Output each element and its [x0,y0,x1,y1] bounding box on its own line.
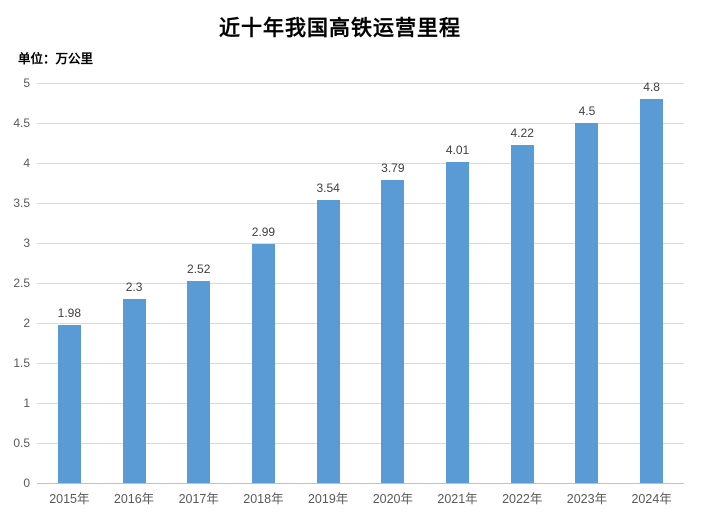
bar-slot: 2.52 [166,83,231,483]
y-axis-label: 0 [23,476,30,490]
bar-2015年 [57,325,81,483]
y-axis-label: 3 [23,236,30,250]
bar-2024年 [640,99,664,483]
gridline [37,403,684,404]
bar-value-label: 3.54 [316,181,340,195]
bar-2020年 [381,180,405,483]
bar-slot: 4.5 [555,83,620,483]
gridline [37,163,684,164]
bar-slot: 2.3 [102,83,167,483]
x-axis-line [37,483,684,484]
x-axis-label: 2022年 [502,492,543,506]
unit-label: 单位：万公里 [18,52,94,66]
bar-2023年 [575,123,599,483]
y-axis-label: 4.5 [13,116,30,130]
bar-2021年 [446,162,470,483]
gridline [37,203,684,204]
gridline [37,83,684,84]
bar-slot: 4.8 [619,80,684,483]
bar-value-label: 4.5 [578,104,596,118]
y-axis-label: 2.5 [13,276,30,290]
x-axis-label: 2018年 [243,492,284,506]
gridline [37,363,684,364]
bar-value-label: 2.52 [187,262,211,276]
bar-value-label: 2.99 [251,225,276,239]
x-axis-label: 2021年 [437,492,478,506]
y-axis-label: 1 [23,396,30,410]
bar-slot: 3.79 [361,83,426,483]
bar-slot: 1.98 [37,83,102,483]
bar-value-label: 4.8 [643,80,660,94]
bar-value-label: 2.3 [125,280,143,294]
x-axis-label: 2019年 [307,492,349,506]
bar-2018年 [251,244,275,483]
bar-value-label: 4.01 [445,143,470,157]
bar-value-label: 1.98 [57,306,82,320]
plot-area: 2015年 1.98 2016年 2.3 2017年 2.52 2018年 2.99 2019年… [37,80,684,506]
y-axis: 5 4.5 4 3.5 3 2.5 2 1.5 1 0.5 0 [0,0,30,520]
bar-value-label: 4.22 [510,126,534,140]
bar-slot: 4.01 [425,83,490,483]
gridline [37,283,684,284]
y-axis-label: 2 [23,316,30,330]
bar-slot: 3.54 [296,83,361,483]
x-axis-label: 2023年 [566,492,608,506]
y-axis-label: 5 [23,76,30,90]
x-axis-label: 2015年 [49,492,90,506]
x-axis-label: 2020年 [372,492,413,506]
bar-2022年 [510,145,534,483]
y-axis-label: 1.5 [13,356,30,370]
bar-slot: 4.22 [490,83,555,483]
y-axis-label: 4 [23,156,30,170]
gridline [37,443,684,444]
x-axis-label: 2024年 [631,492,672,506]
gridline [37,323,684,324]
x-axis-label: 2017年 [178,492,219,506]
bar-2019年 [316,200,340,483]
gridline [37,243,684,244]
bar-2017年 [187,281,211,483]
gridline [37,123,684,124]
bar-value-label: 3.79 [381,161,405,175]
bar-2016年 [122,299,146,483]
y-axis-label: 3.5 [13,196,30,210]
chart-title: 近十年我国高铁运营里程 [219,16,461,40]
y-axis-label: 0.5 [13,436,30,450]
bar-slot: 2.99 [231,83,296,483]
x-axis-label: 2016年 [113,492,155,506]
